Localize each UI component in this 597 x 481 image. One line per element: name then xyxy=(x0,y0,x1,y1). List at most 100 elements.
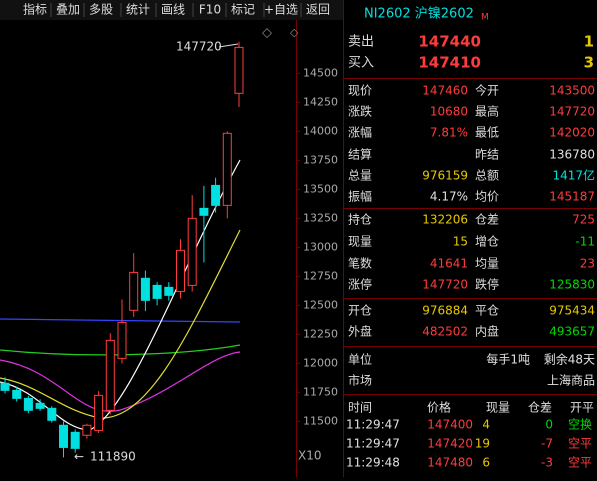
stat-label: 内盘 xyxy=(475,324,499,339)
high-label: 147720 xyxy=(176,40,222,54)
candle-body xyxy=(0,382,10,391)
stat-label: 均量 xyxy=(475,257,499,271)
info-label: 单位 xyxy=(348,352,372,367)
stat-value: 132206 xyxy=(422,213,468,227)
ma-line xyxy=(0,229,241,419)
stat-label: 仓差 xyxy=(475,213,499,227)
candle-body xyxy=(222,132,232,206)
stat-label: 跌停 xyxy=(475,277,499,292)
stat-value: 482502 xyxy=(422,325,468,339)
y-tick-label: 13750 xyxy=(303,153,338,166)
candle-body xyxy=(199,207,209,216)
trade-cell: 11:29:47 xyxy=(346,418,400,432)
toolbar-button[interactable]: F10 xyxy=(199,3,221,17)
stat-value: 4.17% xyxy=(430,190,468,204)
stat-label: 总量 xyxy=(348,169,372,183)
ma-line xyxy=(0,351,241,412)
candle-body xyxy=(117,321,127,359)
trade-cell: -3 xyxy=(541,456,553,470)
candle-body xyxy=(140,277,150,301)
candle-body xyxy=(94,394,104,431)
toolbar-button[interactable]: 标记 xyxy=(231,3,255,17)
candle-body xyxy=(35,402,45,409)
stat-value: 7.81% xyxy=(430,126,468,140)
y-tick-label: 11750 xyxy=(303,385,338,398)
trade-cell: 4 xyxy=(482,418,490,432)
order-label: 买入 xyxy=(348,56,374,71)
y-tick-label: 12500 xyxy=(303,298,338,311)
order-volume: 3 xyxy=(584,54,594,72)
candle-body xyxy=(82,424,92,436)
ma-line xyxy=(0,344,241,356)
symbol: NI2602 沪镍2602 xyxy=(364,6,474,22)
stat-value: 125830 xyxy=(549,278,595,292)
trade-cell: -7 xyxy=(541,437,553,451)
y-tick-label: 13000 xyxy=(303,240,338,253)
candle-body xyxy=(187,217,197,286)
stat-value: 142020 xyxy=(549,126,595,140)
info-value: 每手1吨 xyxy=(486,352,530,367)
candle-body xyxy=(211,184,221,206)
toolbar-button[interactable]: 画线 xyxy=(161,3,185,17)
trade-cell: 147480 xyxy=(427,456,473,470)
stat-value: 41641 xyxy=(430,257,468,271)
trade-cell: 空平 xyxy=(568,437,592,451)
order-price: 147440 xyxy=(418,33,481,51)
stat-value: 145187 xyxy=(549,190,595,204)
stat-label: 现量 xyxy=(348,235,372,249)
y-tick-label: 12750 xyxy=(303,269,338,282)
separators xyxy=(344,78,597,395)
toolbar-button[interactable]: 叠加 xyxy=(56,3,80,17)
stat-value: 493657 xyxy=(549,325,595,339)
stat-label: 增仓 xyxy=(475,235,499,249)
stat-value: 23 xyxy=(580,257,595,271)
high-arrow xyxy=(218,43,239,48)
diamond-icon[interactable]: ◇ xyxy=(290,26,299,39)
stat-label: 昨结 xyxy=(475,148,499,162)
stat-label: 现价 xyxy=(348,84,372,98)
candle-body xyxy=(176,249,185,292)
order-label: 卖出 xyxy=(348,35,374,50)
ma-line xyxy=(0,318,241,323)
candle-body xyxy=(70,431,80,449)
low-label: 111890 xyxy=(90,450,136,464)
diamond-icon[interactable]: ◇ xyxy=(262,26,272,41)
order-price: 147410 xyxy=(418,54,481,72)
stat-value: 147720 xyxy=(422,278,468,292)
stat-label: 涨停 xyxy=(348,277,372,292)
toolbar-button[interactable]: 返回 xyxy=(306,3,330,17)
trade-cell: 11:29:48 xyxy=(346,456,400,470)
stat-label: 笔数 xyxy=(348,256,372,271)
stat-value: 1417亿 xyxy=(552,168,595,183)
stat-label: 外盘 xyxy=(348,324,372,339)
stat-label: 持仓 xyxy=(348,212,372,227)
trade-cell: 6 xyxy=(482,456,490,470)
stat-value: 10680 xyxy=(430,105,468,119)
stat-label: 最低 xyxy=(475,126,499,140)
stat-value: 147720 xyxy=(549,105,595,119)
y-tick-label: 12000 xyxy=(303,356,338,369)
stat-label: 总额 xyxy=(475,169,499,183)
stat-label: 振幅 xyxy=(348,189,372,204)
stat-value: 976884 xyxy=(422,304,468,318)
toolbar-button[interactable]: 统计 xyxy=(126,3,150,17)
scale-label: X10 xyxy=(298,449,322,463)
stat-value: 147460 xyxy=(422,84,468,98)
candle-body xyxy=(234,46,244,94)
trade-cell: 空平 xyxy=(568,456,592,470)
stat-label: 最高 xyxy=(475,104,499,119)
trade-cell: 11:29:47 xyxy=(346,437,400,451)
trade-header: 时间 xyxy=(348,401,372,415)
candle-body xyxy=(164,286,174,296)
stat-value: 143500 xyxy=(549,84,595,98)
toolbar-button[interactable]: +自选 xyxy=(264,3,298,17)
stat-label: 平仓 xyxy=(475,304,499,318)
trade-cell: 19 xyxy=(475,437,490,451)
y-tick-label: 13250 xyxy=(303,211,338,224)
y-tick-label: 13500 xyxy=(303,182,338,195)
toolbar-button[interactable]: 指标 xyxy=(23,2,47,17)
toolbar-button[interactable]: 多股 xyxy=(89,3,113,17)
stat-value: 976159 xyxy=(422,169,468,183)
trade-cell: 147400 xyxy=(427,418,473,432)
